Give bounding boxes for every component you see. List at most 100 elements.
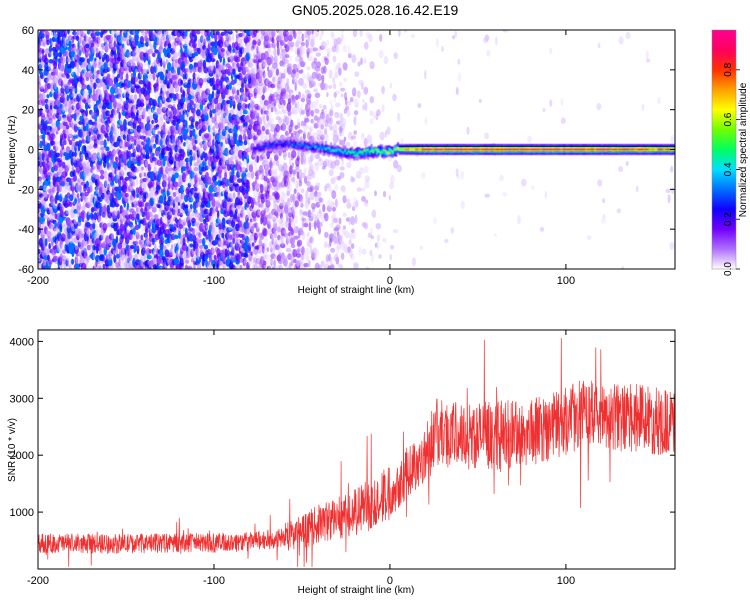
spectrogram-cell [172, 35, 175, 40]
spectrogram-cell [146, 24, 150, 29]
spectrogram-cell [331, 190, 337, 200]
spectrogram-cell [126, 202, 130, 211]
spectrogram-cell [160, 41, 164, 50]
spectrogram-cell [113, 109, 118, 116]
spectrogram-cell [115, 222, 119, 231]
spectrogram-cell [122, 134, 126, 141]
spectrogram-cell [306, 231, 310, 238]
spectrogram-cell [120, 217, 124, 225]
spectrogram-cell [59, 130, 63, 136]
spectrogram-cell [119, 30, 123, 37]
spectrogram-cell [62, 116, 68, 122]
spectrogram-cell [372, 110, 376, 120]
spectrogram-cell [287, 110, 292, 116]
spectrogram-cell [125, 73, 129, 81]
spectrogram-cell [174, 181, 178, 191]
spectrogram-cell [300, 197, 304, 205]
spectrogram-cell [75, 156, 80, 161]
spectrogram-cell [84, 138, 87, 146]
spectrogram-cell [55, 146, 59, 151]
spectrogram-cell [251, 170, 255, 180]
spectrogram-cell [276, 46, 280, 56]
spectrogram-cell [300, 229, 305, 236]
spectrogram-cell [50, 82, 54, 92]
spectrogram-cell [152, 72, 156, 81]
spectrogram-cell [174, 172, 179, 179]
spectrogram-cell [283, 229, 288, 235]
spectrogram-cell [95, 255, 101, 262]
spectrogram-cell [304, 30, 307, 31]
spectrogram-cell [180, 79, 184, 86]
spectrogram-cell [335, 44, 339, 54]
spectrogram-cell [290, 41, 295, 48]
spectrogram-cell [298, 91, 301, 100]
spectrogram-cell [90, 252, 96, 261]
spectrogram-cell [305, 247, 310, 257]
spectrogram-cell [299, 45, 305, 55]
spectrogram-cell [369, 249, 373, 257]
spectrogram-cell [300, 103, 304, 110]
spectrogram-cell [159, 112, 164, 122]
spectrogram-cell [131, 30, 134, 31]
spectrogram-cell [224, 167, 228, 173]
spectrogram-cell [364, 101, 368, 111]
spectrogram-cell [93, 82, 97, 90]
spectrogram-cell [83, 194, 88, 203]
spectrogram-cell [354, 71, 360, 77]
spectrogram-cell [66, 94, 70, 102]
spectrogram-cell [72, 56, 75, 61]
spectrogram-cell [76, 35, 80, 42]
spectrogram-cell [290, 228, 294, 236]
spectrogram-cell [318, 157, 322, 162]
spectrogram-cell [70, 226, 76, 235]
spectrogram-cell [297, 30, 302, 35]
spectrogram-cell [314, 92, 321, 99]
spectrogram-cell [353, 262, 359, 269]
spectrogram-cell [86, 211, 91, 221]
spectrogram-cell [224, 171, 228, 180]
spectrogram-cell [119, 165, 125, 174]
spectrogram-cell [256, 174, 259, 180]
spectrogram-cell [256, 155, 260, 163]
spectrogram-cell [308, 221, 312, 232]
spectrogram-cell [249, 188, 252, 193]
spectrogram-cell [269, 157, 273, 163]
spectrogram-cell [68, 133, 74, 138]
spectrogram-cell [342, 195, 347, 204]
spectrogram-cell [91, 168, 95, 178]
spectrogram-cell [236, 30, 241, 33]
spectrogram-cell [332, 123, 338, 133]
spectrogram-cell [81, 104, 85, 110]
spectrogram-cell [290, 47, 295, 53]
spectrogram-cell [347, 45, 351, 55]
spectrogram-cell [50, 133, 56, 141]
spectrogram-cell [115, 156, 119, 162]
spectrogram-cell [129, 59, 133, 65]
spectrogram-cell [82, 30, 88, 37]
spectrogram-cell [278, 117, 283, 125]
spectrogram-cell [229, 45, 232, 54]
spectrogram-cell [262, 85, 267, 93]
spectrogram-cell [349, 97, 354, 103]
spectrogram-cell [103, 30, 108, 34]
spectrogram-cell [162, 92, 166, 101]
spectrogram-cell [72, 174, 78, 182]
spectrogram-cell [263, 228, 268, 237]
spectrogram-cell [61, 109, 65, 115]
spectrogram-cell [340, 252, 345, 260]
spectrogram-cell [44, 98, 49, 104]
spectrogram-cell [275, 166, 278, 174]
spectrogram-noise [38, 24, 675, 269]
spectrogram-cell [210, 25, 212, 30]
spectrogram-cell [389, 253, 393, 261]
spectrogram-cell [115, 128, 120, 136]
spectrogram-cell [306, 30, 312, 36]
spectrogram-cell [59, 71, 64, 80]
spectrogram-cell [305, 39, 309, 49]
spectrogram-cell [88, 98, 94, 108]
spectrogram-cell [65, 206, 70, 215]
spectrogram-cell [305, 190, 309, 199]
spectrogram-cell [119, 142, 125, 147]
spectrogram-cell [68, 149, 73, 159]
spectrogram-cell [313, 88, 318, 93]
